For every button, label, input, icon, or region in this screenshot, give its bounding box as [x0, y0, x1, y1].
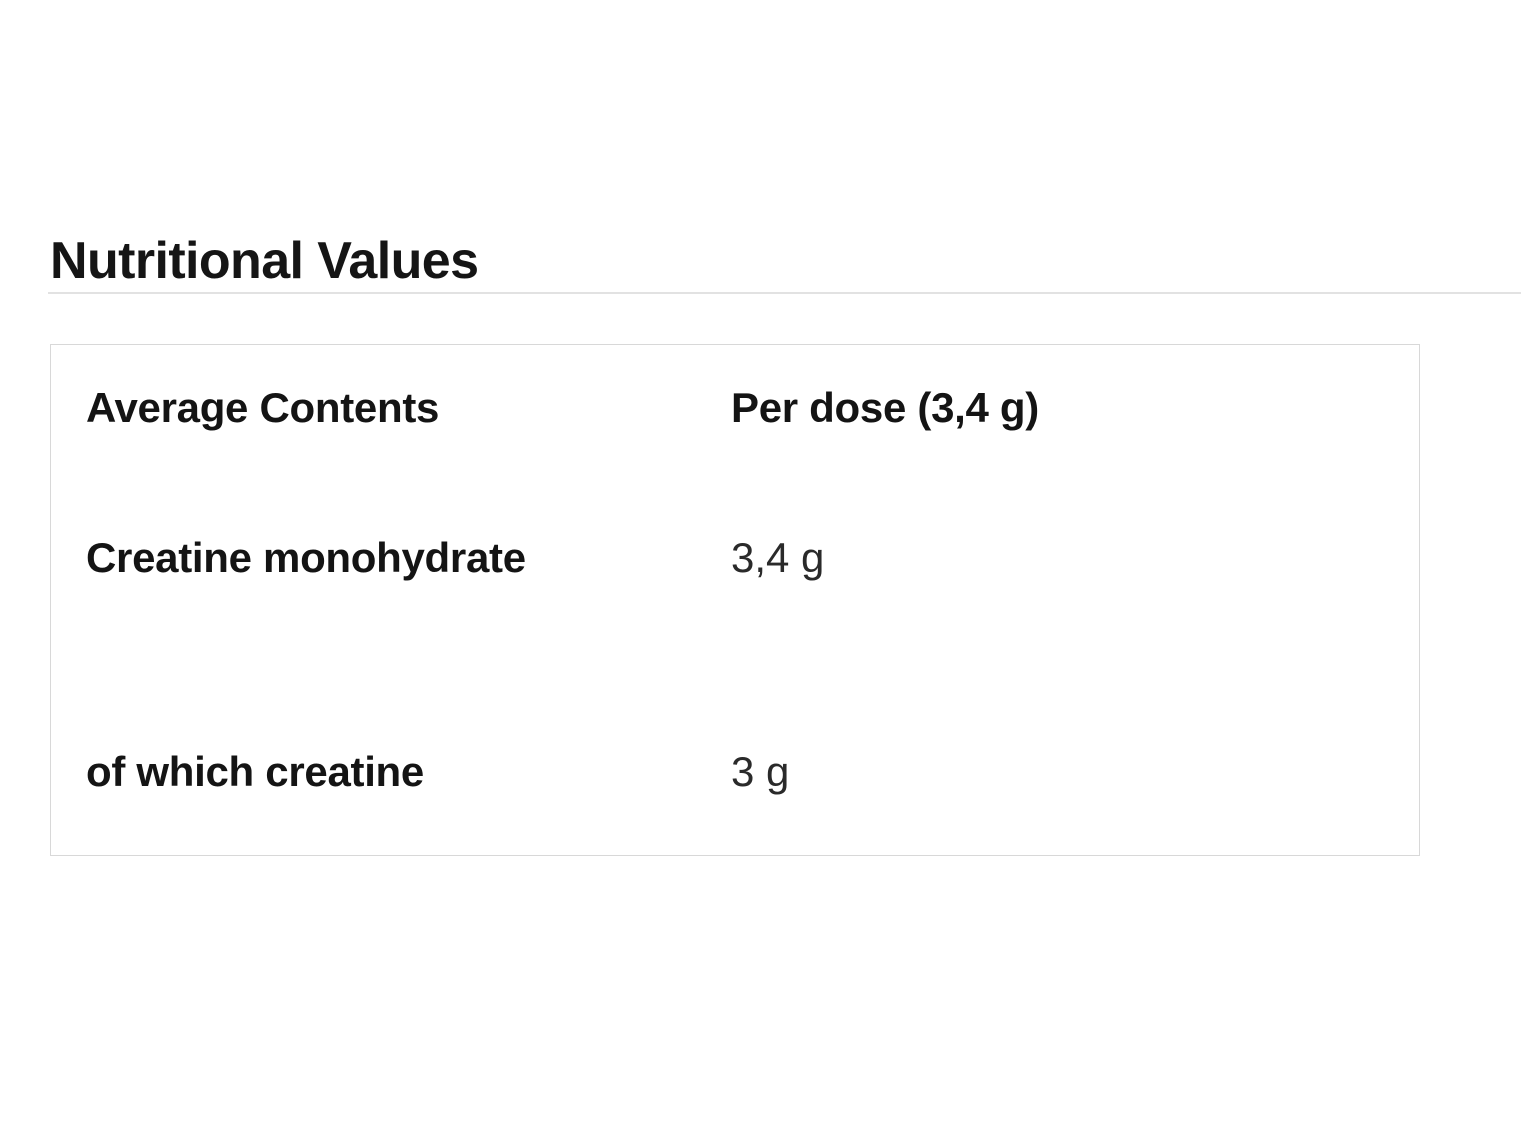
- table-row: Creatine monohydrate 3,4 g: [51, 529, 1419, 587]
- column-header-per-dose: Per dose (3,4 g): [731, 384, 1039, 431]
- title-divider: [48, 292, 1521, 294]
- page-title: Nutritional Values: [50, 232, 479, 291]
- column-header-average-contents: Average Contents: [86, 384, 440, 431]
- table-header-row: Average Contents Per dose (3,4 g): [51, 379, 1419, 437]
- nutrient-value-creatine-monohydrate: 3,4 g: [731, 534, 825, 581]
- nutrient-label-of-which-creatine: of which creatine: [86, 748, 424, 795]
- table-row: of which creatine 3 g: [51, 743, 1419, 801]
- nutrition-table: Average Contents Per dose (3,4 g) Creati…: [50, 344, 1420, 856]
- nutrient-label-creatine-monohydrate: Creatine monohydrate: [86, 534, 526, 581]
- nutrient-value-of-which-creatine: 3 g: [731, 748, 790, 795]
